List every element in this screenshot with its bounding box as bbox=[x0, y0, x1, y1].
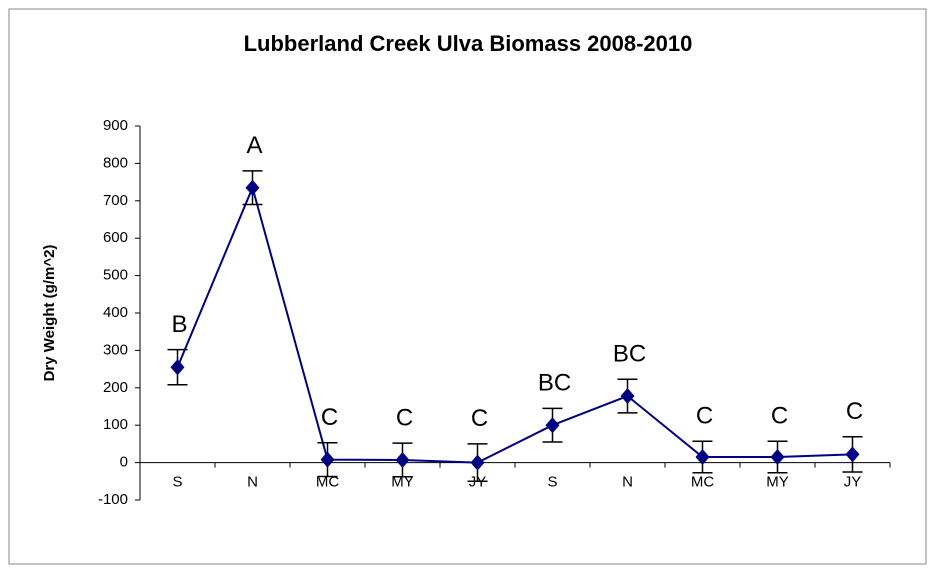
y-tick-label: 0 bbox=[120, 454, 128, 471]
y-tick-label: 900 bbox=[103, 117, 128, 134]
x-tick-label: MY bbox=[391, 474, 414, 491]
y-tick-label: 600 bbox=[103, 229, 128, 246]
y-tick-label: -100 bbox=[98, 491, 128, 508]
marker bbox=[620, 388, 635, 405]
x-tick-label: JY bbox=[469, 474, 487, 491]
x-tick-label: S bbox=[547, 474, 557, 491]
marker bbox=[245, 179, 260, 196]
y-tick-label: 400 bbox=[103, 304, 128, 321]
x-tick-label: N bbox=[622, 474, 633, 491]
y-axis-label: Dry Weight (g/m^2) bbox=[41, 245, 58, 382]
annotation: BC bbox=[538, 370, 571, 397]
annotation: B bbox=[171, 311, 187, 338]
annotation: C bbox=[396, 404, 413, 431]
x-tick-label: MC bbox=[691, 474, 714, 491]
annotation: C bbox=[696, 403, 713, 430]
y-tick-label: 700 bbox=[103, 192, 128, 209]
annotation: C bbox=[321, 404, 338, 431]
y-tick-label: 800 bbox=[103, 154, 128, 171]
marker bbox=[545, 417, 560, 434]
marker bbox=[395, 451, 410, 468]
marker bbox=[695, 448, 710, 465]
y-tick-label: 500 bbox=[103, 267, 128, 284]
x-tick-label: MY bbox=[766, 474, 789, 491]
x-tick-label: JY bbox=[844, 474, 862, 491]
x-tick-label: MC bbox=[316, 474, 339, 491]
y-tick-label: 100 bbox=[103, 416, 128, 433]
chart-border bbox=[8, 8, 927, 565]
marker bbox=[770, 448, 785, 465]
x-tick-label: N bbox=[247, 474, 258, 491]
x-tick-label: S bbox=[172, 474, 182, 491]
marker bbox=[170, 359, 185, 376]
marker bbox=[845, 446, 860, 463]
annotation: A bbox=[246, 132, 262, 159]
marker bbox=[320, 451, 335, 468]
marker bbox=[470, 454, 485, 471]
y-tick-label: 300 bbox=[103, 341, 128, 358]
series-line bbox=[176, 184, 853, 464]
y-tick-label: 200 bbox=[103, 379, 128, 396]
annotation: BC bbox=[613, 341, 646, 368]
annotation: C bbox=[771, 403, 788, 430]
annotation: C bbox=[471, 405, 488, 432]
chart-title: Lubberland Creek Ulva Biomass 2008-2010 bbox=[244, 31, 693, 56]
annotation: C bbox=[846, 398, 863, 425]
